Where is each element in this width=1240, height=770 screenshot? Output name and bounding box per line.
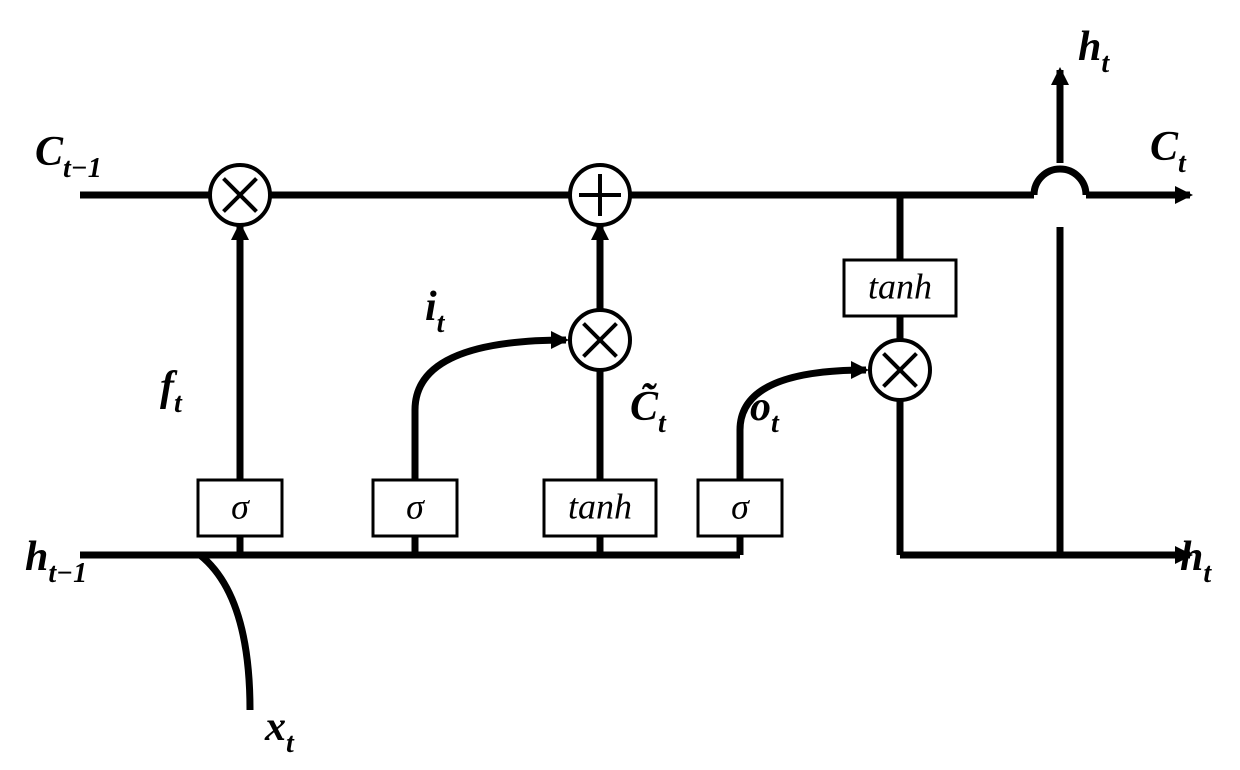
- svg-text:ht: ht: [1078, 24, 1110, 79]
- svg-text:ht−1: ht−1: [25, 534, 87, 589]
- output-multiply-op: [870, 340, 930, 400]
- cell-add-op: [570, 165, 630, 225]
- svg-text:Ct−1: Ct−1: [35, 129, 102, 184]
- svg-text:it: it: [425, 284, 446, 339]
- label-h-top: ht: [1078, 24, 1110, 79]
- label-c-tilde: C̃t: [630, 382, 667, 439]
- svg-text:σ: σ: [231, 486, 250, 526]
- output-tanh: tanh: [844, 260, 956, 316]
- svg-text:tanh: tanh: [568, 486, 632, 526]
- forget-multiply-op: [210, 165, 270, 225]
- label-o: ot: [750, 384, 780, 439]
- label-h-next: ht: [1180, 534, 1212, 589]
- input-multiply-op: [570, 310, 630, 370]
- input-gate-sigma: σ: [373, 480, 457, 536]
- lstm-cell-diagram: σ σ tanh σ tanh Ct−1 Ct ht−1 ht ht xt ft it C̃t ot: [0, 0, 1240, 770]
- svg-text:ft: ft: [160, 364, 183, 419]
- svg-text:C̃t: C̃t: [630, 382, 667, 439]
- label-c-prev: Ct−1: [35, 129, 102, 184]
- svg-text:σ: σ: [406, 486, 425, 526]
- svg-text:σ: σ: [731, 486, 750, 526]
- svg-text:ht: ht: [1180, 534, 1212, 589]
- label-h-prev: ht−1: [25, 534, 87, 589]
- label-i: it: [425, 284, 446, 339]
- label-c-next: Ct: [1150, 124, 1187, 179]
- label-f: ft: [160, 364, 183, 419]
- svg-text:xt: xt: [264, 704, 295, 759]
- forget-gate-sigma: σ: [198, 480, 282, 536]
- candidate-tanh: tanh: [544, 480, 656, 536]
- svg-text:ot: ot: [750, 384, 780, 439]
- output-gate-sigma: σ: [698, 480, 782, 536]
- svg-text:tanh: tanh: [868, 266, 932, 306]
- svg-text:Ct: Ct: [1150, 124, 1187, 179]
- label-x-in: xt: [264, 704, 295, 759]
